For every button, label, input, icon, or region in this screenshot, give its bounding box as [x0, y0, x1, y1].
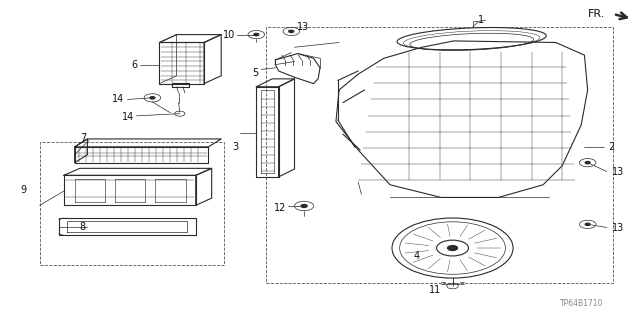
Text: 1: 1 [478, 15, 484, 26]
Circle shape [585, 161, 590, 164]
Text: 13: 13 [612, 223, 624, 234]
Circle shape [301, 204, 307, 208]
Text: 4: 4 [413, 251, 419, 261]
Text: FR.: FR. [588, 9, 605, 19]
Bar [266, 27, 613, 283]
Circle shape [447, 246, 458, 250]
Circle shape [585, 223, 590, 226]
Text: 3: 3 [232, 142, 239, 152]
Circle shape [253, 33, 259, 36]
Text: 8: 8 [79, 222, 86, 232]
Bar [40, 142, 225, 265]
Text: 13: 13 [297, 22, 309, 32]
Text: 2: 2 [608, 142, 614, 152]
Circle shape [289, 30, 294, 33]
Text: 7: 7 [80, 133, 86, 143]
Text: 9: 9 [20, 184, 27, 195]
Circle shape [150, 97, 155, 99]
Text: TP64B1710: TP64B1710 [559, 299, 603, 308]
Text: 10: 10 [223, 30, 236, 40]
Text: 13: 13 [612, 167, 624, 176]
Text: 14: 14 [112, 94, 124, 104]
Text: 6: 6 [131, 60, 137, 70]
Text: 11: 11 [429, 286, 441, 295]
Text: 12: 12 [274, 203, 286, 212]
Text: 14: 14 [122, 112, 134, 122]
Text: 5: 5 [252, 68, 258, 78]
